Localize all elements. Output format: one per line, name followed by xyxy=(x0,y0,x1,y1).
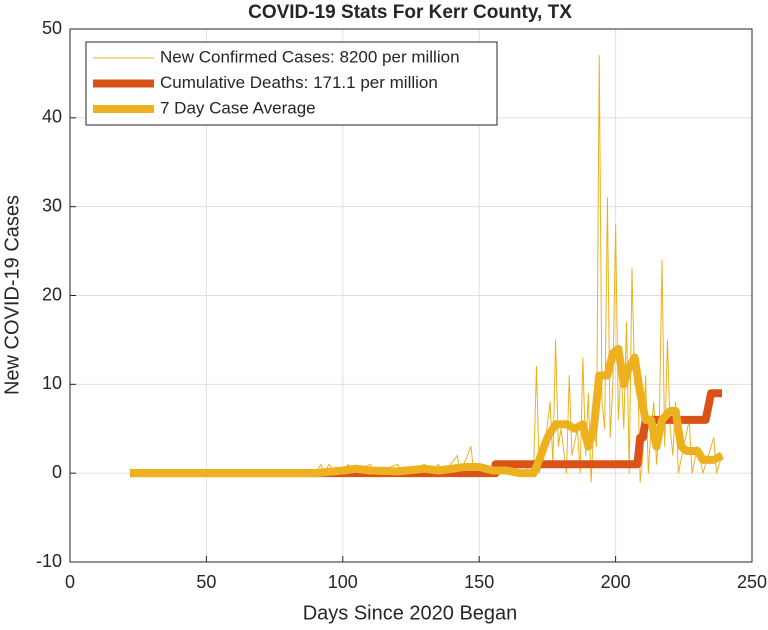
x-tick-label: 150 xyxy=(464,572,494,592)
chart-title: COVID-19 Stats For Kerr County, TX xyxy=(248,2,572,23)
data-line xyxy=(130,344,724,478)
x-tick-label: 200 xyxy=(601,572,631,592)
y-tick-label: 30 xyxy=(42,195,62,215)
legend-label: Cumulative Deaths: 171.1 per million xyxy=(160,73,438,92)
legend-box xyxy=(85,41,498,126)
legend-label: 7 Day Case Average xyxy=(160,98,316,117)
y-axis-label: New COVID-19 Cases xyxy=(1,195,23,395)
y-tick-label: 20 xyxy=(42,284,62,304)
y-tick-label: 10 xyxy=(42,373,62,393)
x-tick-label: 50 xyxy=(196,572,216,592)
y-tick-label: 0 xyxy=(52,462,62,482)
y-tick-label: -10 xyxy=(36,551,62,571)
x-tick-label: 100 xyxy=(328,572,358,592)
x-tick-label: 0 xyxy=(65,572,75,592)
plot-frame xyxy=(69,28,753,563)
y-tick-label: 50 xyxy=(42,18,62,38)
x-tick-label: 250 xyxy=(737,572,767,592)
x-axis-label: Days Since 2020 Began xyxy=(303,602,518,624)
legend-label: New Confirmed Cases: 8200 per million xyxy=(160,47,460,66)
y-tick-label: 40 xyxy=(42,107,62,127)
